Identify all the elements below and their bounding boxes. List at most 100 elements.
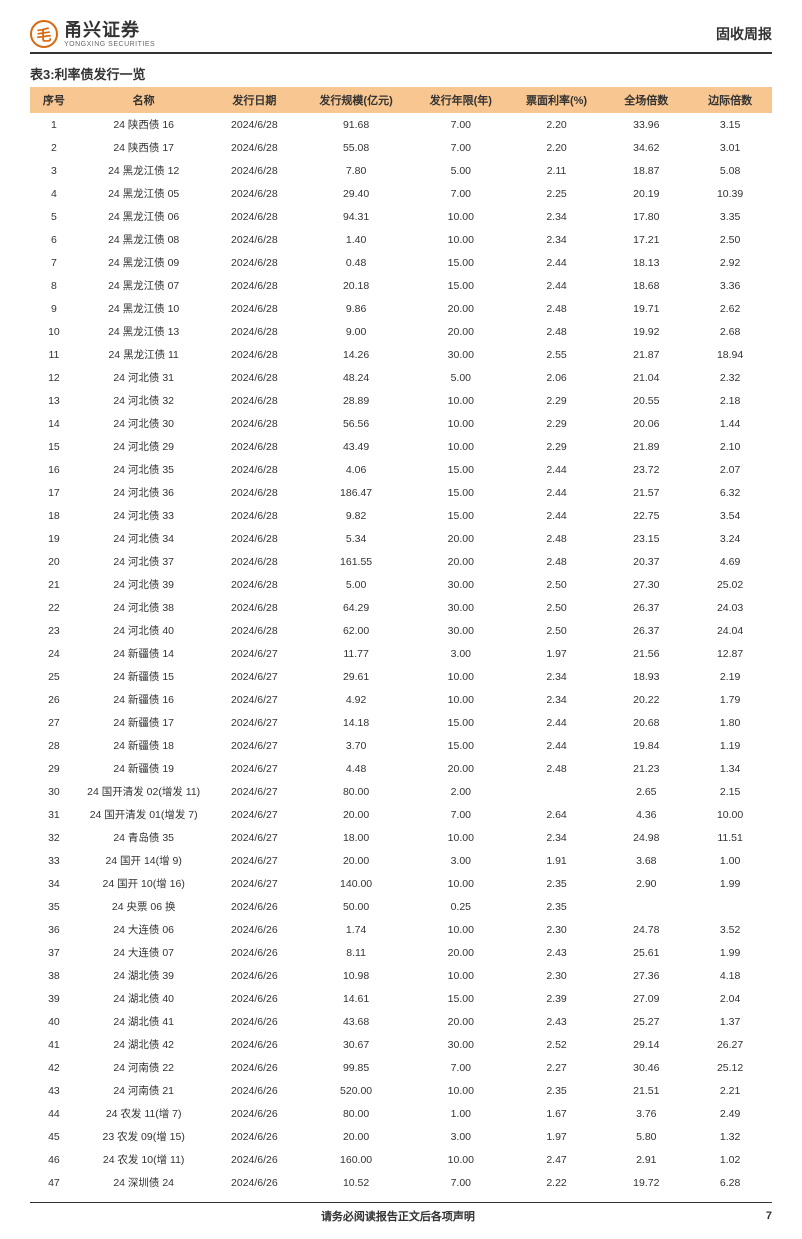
- table-header-cell: 边际倍数: [688, 87, 772, 113]
- table-row: 4724 深圳债 242024/6/2610.527.002.2219.726.…: [30, 1171, 772, 1194]
- table-header-cell: 序号: [30, 87, 78, 113]
- table-cell: 140.00: [299, 872, 413, 895]
- table-cell: 25.02: [688, 573, 772, 596]
- table-cell: 1.00: [413, 1102, 509, 1125]
- table-cell: 24 河南债 21: [78, 1079, 210, 1102]
- table-cell: 15.00: [413, 458, 509, 481]
- table-cell: 91.68: [299, 113, 413, 136]
- table-cell: 2024/6/27: [210, 642, 300, 665]
- table-cell: 27.09: [604, 987, 688, 1010]
- table-cell: 24 黑龙江债 06: [78, 205, 210, 228]
- table-row: 1124 黑龙江债 112024/6/2814.2630.002.5521.87…: [30, 343, 772, 366]
- logo-area: 毛 甬兴证券 YONGXING SECURITIES: [30, 20, 155, 48]
- page-header: 毛 甬兴证券 YONGXING SECURITIES 固收周报: [30, 20, 772, 54]
- table-cell: 33.96: [604, 113, 688, 136]
- table-cell: 20.06: [604, 412, 688, 435]
- table-cell: 24 河北债 32: [78, 389, 210, 412]
- table-cell: 1.32: [688, 1125, 772, 1148]
- table-cell: 18.68: [604, 274, 688, 297]
- table-cell: 24 河北债 36: [78, 481, 210, 504]
- table-cell: 3.70: [299, 734, 413, 757]
- table-cell: 21.87: [604, 343, 688, 366]
- table-cell: 24 河北债 40: [78, 619, 210, 642]
- table-cell: 23: [30, 619, 78, 642]
- table-cell: 40: [30, 1010, 78, 1033]
- table-cell: 21.57: [604, 481, 688, 504]
- table-cell: 0.48: [299, 251, 413, 274]
- table-cell: 20.22: [604, 688, 688, 711]
- table-cell: 2.50: [509, 619, 605, 642]
- table-cell: 2024/6/26: [210, 1148, 300, 1171]
- table-row: 2024 河北债 372024/6/28161.5520.002.4820.37…: [30, 550, 772, 573]
- table-cell: 2024/6/28: [210, 343, 300, 366]
- table-cell: 34.62: [604, 136, 688, 159]
- table-cell: [604, 895, 688, 918]
- table-cell: 2024/6/28: [210, 297, 300, 320]
- table-cell: 2.44: [509, 481, 605, 504]
- table-cell: 6.32: [688, 481, 772, 504]
- table-cell: 2.48: [509, 527, 605, 550]
- table-row: 3424 国开 10(增 16)2024/6/27140.0010.002.35…: [30, 872, 772, 895]
- table-row: 424 黑龙江债 052024/6/2829.407.002.2520.1910…: [30, 182, 772, 205]
- table-cell: 27.30: [604, 573, 688, 596]
- table-cell: 10.00: [413, 412, 509, 435]
- table-cell: 24 黑龙江债 12: [78, 159, 210, 182]
- table-cell: 2024/6/28: [210, 182, 300, 205]
- table-cell: 2024/6/26: [210, 918, 300, 941]
- table-cell: 2.49: [688, 1102, 772, 1125]
- table-cell: 2024/6/28: [210, 136, 300, 159]
- table-cell: 24 湖北债 41: [78, 1010, 210, 1033]
- table-cell: 24 黑龙江债 08: [78, 228, 210, 251]
- table-cell: 16: [30, 458, 78, 481]
- table-cell: 2024/6/26: [210, 1079, 300, 1102]
- table-cell: 2.44: [509, 458, 605, 481]
- table-cell: 2024/6/26: [210, 895, 300, 918]
- table-cell: 7.00: [413, 1171, 509, 1194]
- table-cell: 3.24: [688, 527, 772, 550]
- table-cell: 11: [30, 343, 78, 366]
- table-row: 4424 农发 11(增 7)2024/6/2680.001.001.673.7…: [30, 1102, 772, 1125]
- table-cell: 1.79: [688, 688, 772, 711]
- table-cell: 7.00: [413, 182, 509, 205]
- table-cell: 8: [30, 274, 78, 297]
- table-row: 2324 河北债 402024/6/2862.0030.002.5026.372…: [30, 619, 772, 642]
- table-cell: 2.25: [509, 182, 605, 205]
- table-cell: 20.37: [604, 550, 688, 573]
- table-cell: 3.00: [413, 1125, 509, 1148]
- table-cell: 2.50: [688, 228, 772, 251]
- table-cell: 2.21: [688, 1079, 772, 1102]
- table-cell: 19.84: [604, 734, 688, 757]
- table-cell: 31: [30, 803, 78, 826]
- table-cell: 24.98: [604, 826, 688, 849]
- table-cell: 2024/6/28: [210, 412, 300, 435]
- table-cell: 29.14: [604, 1033, 688, 1056]
- table-cell: 10.00: [413, 688, 509, 711]
- table-cell: 24 新疆债 19: [78, 757, 210, 780]
- table-cell: 2.11: [509, 159, 605, 182]
- table-cell: 2.10: [688, 435, 772, 458]
- table-cell: 38: [30, 964, 78, 987]
- table-cell: 28.89: [299, 389, 413, 412]
- table-cell: 1.97: [509, 642, 605, 665]
- table-cell: 10.00: [413, 964, 509, 987]
- table-cell: 24 新疆债 18: [78, 734, 210, 757]
- table-cell: 1.00: [688, 849, 772, 872]
- table-row: 2624 新疆债 162024/6/274.9210.002.3420.221.…: [30, 688, 772, 711]
- table-cell: 27: [30, 711, 78, 734]
- table-cell: 2.48: [509, 550, 605, 573]
- table-cell: 2.22: [509, 1171, 605, 1194]
- table-row: 3624 大连债 062024/6/261.7410.002.3024.783.…: [30, 918, 772, 941]
- table-cell: 20.00: [413, 1010, 509, 1033]
- table-cell: 19: [30, 527, 78, 550]
- table-header-cell: 发行日期: [210, 87, 300, 113]
- table-cell: 2024/6/26: [210, 1125, 300, 1148]
- table-cell: 2.06: [509, 366, 605, 389]
- table-cell: 24 河北债 38: [78, 596, 210, 619]
- table-row: 3024 国开清发 02(增发 11)2024/6/2780.002.002.6…: [30, 780, 772, 803]
- table-cell: 24 大连债 07: [78, 941, 210, 964]
- table-cell: 24 农发 11(增 7): [78, 1102, 210, 1125]
- table-cell: 186.47: [299, 481, 413, 504]
- table-cell: 34: [30, 872, 78, 895]
- table-cell: 4.36: [604, 803, 688, 826]
- table-cell: 20.00: [413, 320, 509, 343]
